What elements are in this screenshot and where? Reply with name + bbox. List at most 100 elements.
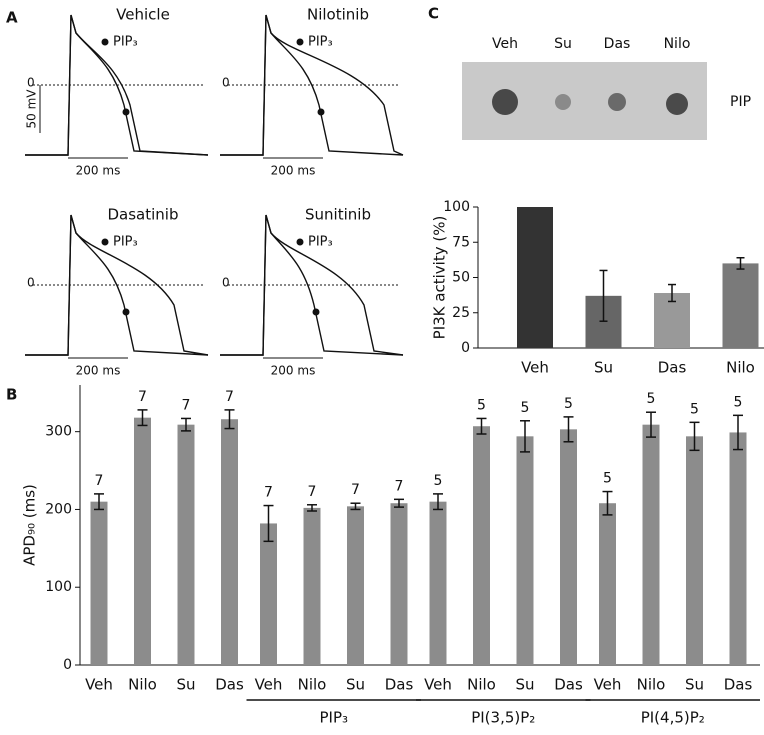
lane-label: Das <box>604 36 631 52</box>
x-tick-label: Veh <box>255 676 283 694</box>
group-label: PIP₃ <box>319 709 348 727</box>
n-label: 5 <box>690 401 699 417</box>
bar <box>473 426 490 665</box>
x-tick-label: Veh <box>521 359 549 377</box>
n-label: 5 <box>434 473 443 489</box>
n-label: 7 <box>225 389 234 405</box>
trace-title: Sunitinib <box>305 206 371 224</box>
bar <box>560 429 577 665</box>
n-label: 5 <box>647 391 656 407</box>
bar <box>347 506 364 665</box>
zero-label: 0 <box>27 76 35 90</box>
legend-label: PIP₃ <box>308 235 333 250</box>
bar <box>303 507 321 665</box>
bar <box>642 424 660 665</box>
x-tick-label: Nilo <box>298 676 327 694</box>
blot-band <box>555 94 571 110</box>
n-label: 7 <box>351 482 360 498</box>
blot-band <box>492 89 518 115</box>
y-tick-label: 100 <box>45 579 72 595</box>
bar <box>90 501 108 665</box>
bar <box>390 503 408 665</box>
x-tick-label: Su <box>685 676 704 694</box>
lane-label: Veh <box>492 36 518 52</box>
panel-label: B <box>6 386 17 404</box>
n-label: 7 <box>95 473 104 489</box>
trace-title: Nilotinib <box>307 6 369 24</box>
x-tick-label: Veh <box>594 676 622 694</box>
legend-dot <box>101 238 109 246</box>
bar <box>177 424 195 665</box>
legend-dot <box>101 38 109 46</box>
lane-label: Su <box>554 36 572 52</box>
n-label: 7 <box>138 389 147 405</box>
n-label: 5 <box>521 400 530 416</box>
trace-dot <box>317 108 325 116</box>
x-tick-label: Das <box>215 676 244 694</box>
x-tick-label: Veh <box>424 676 452 694</box>
n-label: 5 <box>564 396 573 412</box>
y-tick-label: 75 <box>452 234 470 250</box>
legend-label: PIP₃ <box>113 35 138 50</box>
bar <box>429 501 447 665</box>
bar <box>517 207 553 348</box>
x-tick-label: Su <box>515 676 534 694</box>
group-label: PI(3,5)P₂ <box>471 709 535 727</box>
x-tick-label: Das <box>724 676 753 694</box>
n-label: 5 <box>603 471 612 487</box>
bar <box>260 523 277 665</box>
trace-title: Dasatinib <box>108 206 179 224</box>
n-label: 7 <box>395 478 404 494</box>
group-label: PI(4,5)P₂ <box>641 709 705 727</box>
ap-trace <box>220 214 404 356</box>
trace-dot <box>122 308 130 316</box>
time-scale-label: 200 ms <box>76 164 121 178</box>
bar <box>599 503 616 665</box>
bar <box>729 432 747 665</box>
y-tick-label: 0 <box>461 340 470 356</box>
n-label: 7 <box>308 484 317 500</box>
panel-label: C <box>428 5 439 23</box>
x-tick-label: Nilo <box>467 676 496 694</box>
y-axis-label: APD₉₀ (ms) <box>21 484 39 566</box>
time-scale-label: 200 ms <box>271 164 316 178</box>
x-tick-label: Nilo <box>637 676 666 694</box>
x-tick-label: Su <box>346 676 365 694</box>
legend-dot <box>296 238 304 246</box>
y-tick-label: 25 <box>452 305 470 321</box>
ap-trace <box>25 214 209 356</box>
trace-dot <box>312 308 320 316</box>
n-label: 5 <box>734 394 743 410</box>
legend-dot <box>296 38 304 46</box>
y-axis-label: PI3K activity (%) <box>431 216 449 340</box>
blot-band <box>666 93 688 115</box>
blot-label: PIP <box>730 94 751 110</box>
y-tick-label: 100 <box>443 199 470 215</box>
bar <box>686 436 703 665</box>
volt-scale-label: 50 mV <box>25 89 39 129</box>
y-tick-label: 0 <box>63 657 72 673</box>
zero-label: 0 <box>222 276 230 290</box>
zero-label: 0 <box>27 276 35 290</box>
time-scale-label: 200 ms <box>76 364 121 378</box>
trace-title: Vehicle <box>116 6 170 24</box>
lane-label: Nilo <box>664 36 691 52</box>
ap-trace <box>220 14 404 156</box>
x-tick-label: Nilo <box>726 359 755 377</box>
legend-label: PIP₃ <box>113 235 138 250</box>
x-tick-label: Das <box>554 676 583 694</box>
x-tick-label: Nilo <box>128 676 157 694</box>
ap-trace <box>25 14 209 156</box>
y-tick-label: 300 <box>45 424 72 440</box>
zero-label: 0 <box>222 76 230 90</box>
x-tick-label: Su <box>594 359 613 377</box>
trace-dot <box>122 108 130 116</box>
n-label: 7 <box>182 397 191 413</box>
x-tick-label: Das <box>658 359 687 377</box>
x-tick-label: Das <box>385 676 414 694</box>
bar <box>134 417 151 665</box>
y-tick-label: 200 <box>45 501 72 517</box>
panel-label: A <box>6 9 18 27</box>
n-label: 7 <box>264 485 273 501</box>
